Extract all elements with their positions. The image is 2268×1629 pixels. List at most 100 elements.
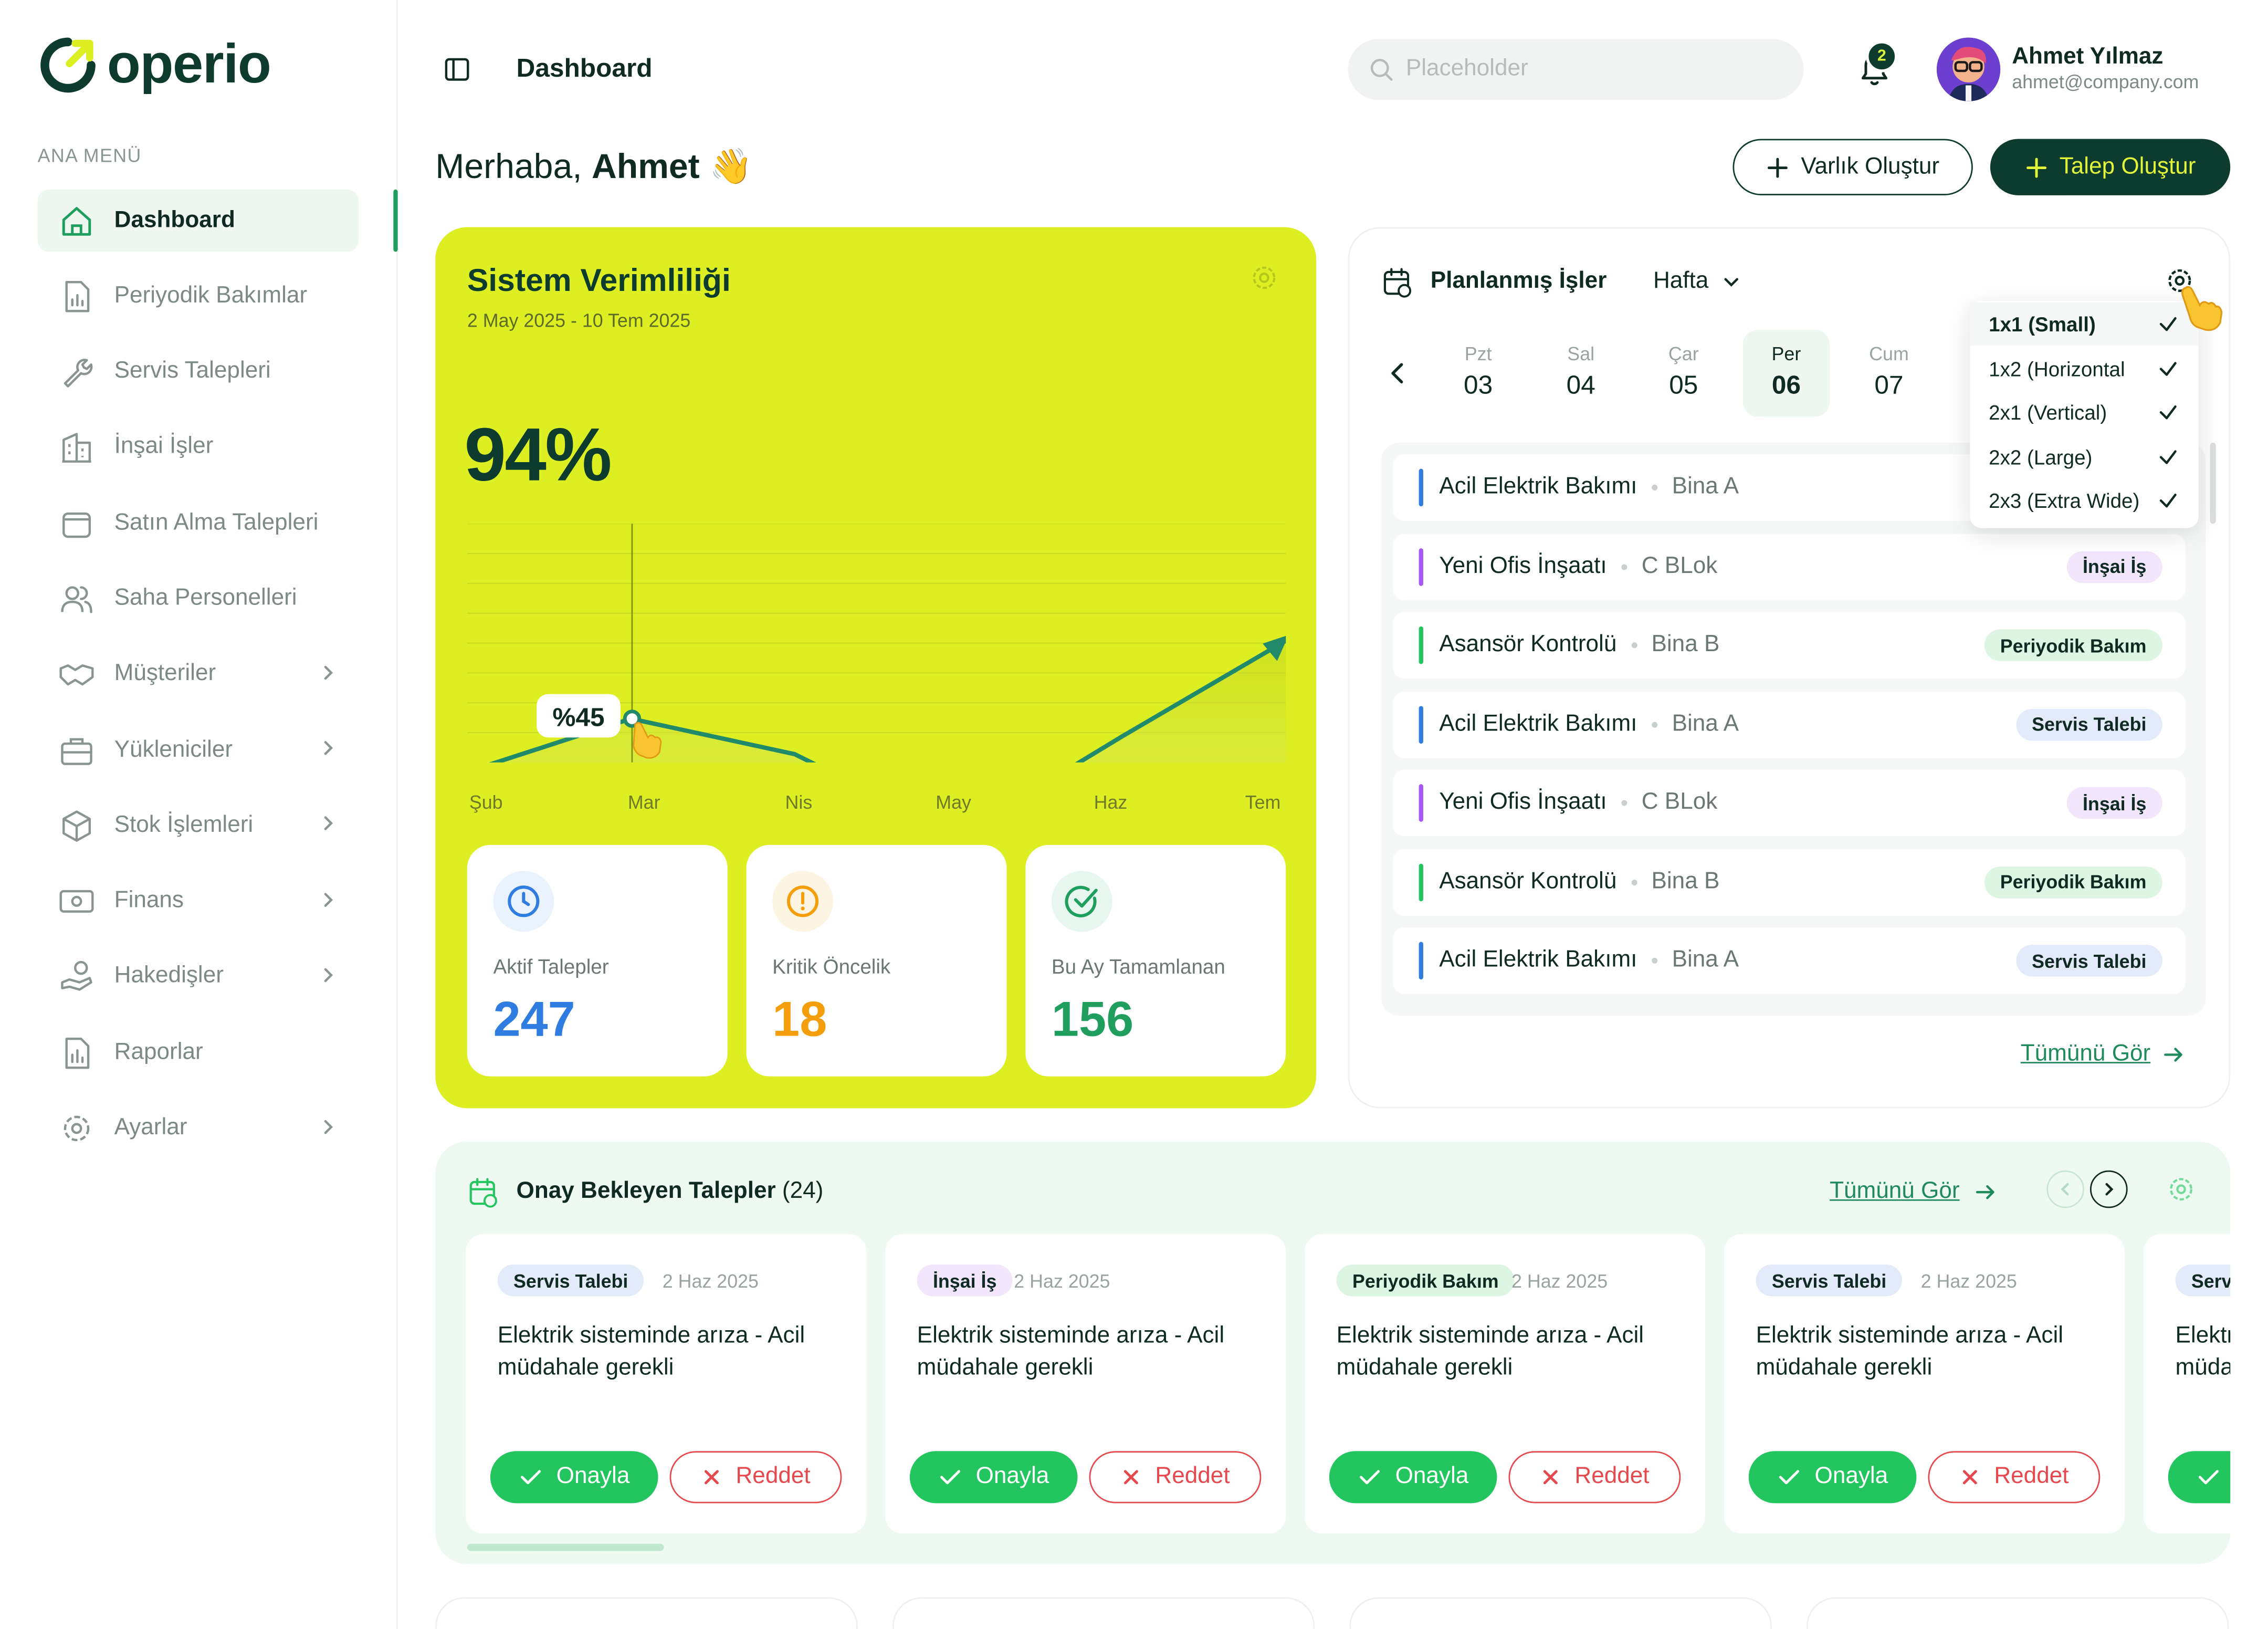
- task-name: Acil Elektrik Bakımı: [1439, 711, 1637, 736]
- week-prev-button[interactable]: [1387, 362, 1410, 392]
- sidebar-item[interactable]: Finans: [38, 871, 359, 933]
- size-option[interactable]: 1x1 (Small): [1970, 302, 2199, 346]
- check-icon: [2158, 490, 2178, 515]
- task-row[interactable]: Yeni Ofis İnşaatı C BLok İnşai İş: [1393, 533, 2186, 600]
- task-row[interactable]: Asansör Kontrolü Bina B Periyodik Bakım: [1393, 848, 2186, 915]
- separator-dot: [1651, 721, 1658, 727]
- sidebar-item[interactable]: Stok İşlemleri: [38, 795, 359, 857]
- size-option-label: 2x2 (Large): [1989, 445, 2093, 468]
- close-icon: [704, 1470, 719, 1485]
- task-row[interactable]: Asansör Kontrolü Bina B Periyodik Bakım: [1393, 612, 2186, 679]
- planned-view-all-link[interactable]: Tümünü Gör: [2021, 1042, 2186, 1068]
- approvals-settings-button[interactable]: [2165, 1173, 2197, 1212]
- stat-value: 247: [493, 992, 575, 1048]
- task-color-bar: [1419, 705, 1423, 743]
- approvals-prev-button[interactable]: [2046, 1170, 2084, 1208]
- approval-date: 2 Haz 2025: [1511, 1270, 1608, 1292]
- approve-button[interactable]: Onayla: [2168, 1451, 2231, 1503]
- day-name: Pzt: [1464, 342, 1492, 365]
- sidebar-item[interactable]: Raporlar: [38, 1022, 359, 1084]
- approve-button[interactable]: Onayla: [1329, 1451, 1497, 1503]
- pointer-hand-icon: [2181, 286, 2223, 331]
- close-icon: [1962, 1470, 1977, 1485]
- sidebar-item[interactable]: Ayarlar: [38, 1098, 359, 1160]
- task-color-bar: [1419, 547, 1423, 586]
- sidebar-item[interactable]: Satın Alma Talepleri: [38, 492, 359, 554]
- sidebar-item[interactable]: Saha Personelleri: [38, 568, 359, 630]
- sidebar-item[interactable]: Dashboard: [37, 189, 359, 252]
- sidebar-item[interactable]: Yükleniciler: [38, 719, 359, 781]
- size-option[interactable]: 2x3 (Extra Wide): [1970, 479, 2198, 523]
- stat-card: Aktif Talepler 247: [467, 844, 728, 1077]
- day-selector-item[interactable]: Cum 07: [1845, 330, 1932, 416]
- day-selector-item[interactable]: Çar 05: [1640, 330, 1727, 416]
- task-row[interactable]: Yeni Ofis İnşaatı C BLok İnşai İş: [1393, 769, 2186, 837]
- size-option[interactable]: 2x2 (Large): [1970, 435, 2198, 478]
- sidebar-item-label: Stok İşlemleri: [114, 812, 254, 838]
- widget-card: [1806, 1597, 2229, 1629]
- task-row[interactable]: Acil Elektrik Bakımı Bina A Servis Talebi: [1393, 927, 2186, 994]
- approve-button[interactable]: Onayla: [1748, 1451, 1917, 1503]
- check-icon: [2198, 1470, 2218, 1485]
- widget-card: [892, 1597, 1315, 1629]
- search-input[interactable]: [1405, 56, 1782, 83]
- arrow-right-icon: [1976, 1185, 1994, 1199]
- reject-button[interactable]: Reddet: [669, 1451, 842, 1503]
- task-type-badge: Periyodik Bakım: [1984, 865, 2162, 898]
- cash-icon: [58, 883, 96, 921]
- approval-description: Elektrik sisteminde arıza - Acil müdahal…: [1756, 1323, 2064, 1381]
- page-title: Dashboard: [516, 53, 653, 83]
- avatar[interactable]: [1936, 37, 2001, 101]
- task-list-scrollbar[interactable]: [2210, 443, 2216, 524]
- day-selector-item[interactable]: Sal 04: [1538, 330, 1624, 416]
- approvals-next-button[interactable]: [2090, 1170, 2128, 1208]
- day-selector-item[interactable]: Pzt 03: [1435, 330, 1521, 416]
- brand-logo[interactable]: operio: [38, 35, 271, 96]
- approve-label: Onayla: [1814, 1464, 1888, 1489]
- approvals-view-all-link[interactable]: Tümünü Gör: [1830, 1179, 1997, 1205]
- chevron-left-icon: [1391, 363, 1403, 384]
- planned-jobs-card: Planlanmış İşler Hafta Pzt 03 Sal 04 Çar 05 Pe…: [1348, 227, 2231, 1109]
- period-select-value: Hafta: [1653, 269, 1709, 294]
- size-option-label: 1x2 (Horizontal: [1989, 357, 2125, 380]
- create-request-button[interactable]: Talep Oluştur: [1990, 139, 2231, 195]
- sidebar-item[interactable]: İnşai İşler: [38, 416, 359, 478]
- efficiency-settings-button[interactable]: [1248, 262, 1280, 301]
- approve-button[interactable]: Onayla: [909, 1451, 1078, 1503]
- approve-label: Onayla: [975, 1464, 1049, 1489]
- check-icon: [2158, 402, 2178, 427]
- users-icon: [58, 580, 96, 618]
- day-selector-item[interactable]: Per 06: [1742, 330, 1830, 417]
- sidebar-item[interactable]: Müşteriler: [38, 643, 359, 705]
- sidebar-item[interactable]: Hakedişler: [38, 946, 359, 1008]
- separator-dot: [1631, 642, 1637, 649]
- chevron-right-icon: [318, 813, 339, 841]
- report-icon: [58, 1034, 96, 1072]
- sidebar-item[interactable]: Periyodik Bakımlar: [38, 265, 359, 327]
- reject-button[interactable]: Reddet: [1928, 1451, 2101, 1503]
- planned-settings-button[interactable]: [2162, 263, 2197, 305]
- sidebar-toggle-button[interactable]: [443, 55, 471, 91]
- sidebar-item[interactable]: Servis Talepleri: [38, 341, 359, 403]
- reject-button[interactable]: Reddet: [1089, 1451, 1262, 1503]
- separator-dot: [1651, 957, 1658, 964]
- reject-button[interactable]: Reddet: [1508, 1451, 1681, 1503]
- tooltip-value: %45: [552, 702, 604, 732]
- period-select[interactable]: Hafta: [1653, 269, 1740, 295]
- day-date: 07: [1874, 370, 1904, 400]
- efficiency-title: Sistem Verimliliği: [467, 262, 731, 298]
- approve-button[interactable]: Onayla: [490, 1451, 658, 1503]
- x-tick-label: May: [936, 791, 971, 813]
- widget-size-dropdown: 1x1 (Small) 1x2 (Horizontal 2x1 (Vertical)…: [1970, 301, 2199, 528]
- task-row[interactable]: Acil Elektrik Bakımı Bina A Servis Talebi: [1393, 691, 2186, 758]
- chart-tooltip: %45: [537, 694, 621, 738]
- sidebar-toggle-icon: [445, 58, 469, 81]
- handshake-icon: [58, 656, 96, 694]
- active-indicator: [393, 189, 398, 252]
- separator-dot: [1631, 879, 1637, 885]
- size-option[interactable]: 2x1 (Vertical): [1970, 391, 2198, 434]
- create-asset-button[interactable]: Varlık Oluştur: [1732, 139, 1973, 195]
- reject-label: Reddet: [736, 1464, 811, 1489]
- approvals-scrollbar[interactable]: [467, 1543, 664, 1551]
- size-option[interactable]: 1x2 (Horizontal: [1970, 347, 2198, 390]
